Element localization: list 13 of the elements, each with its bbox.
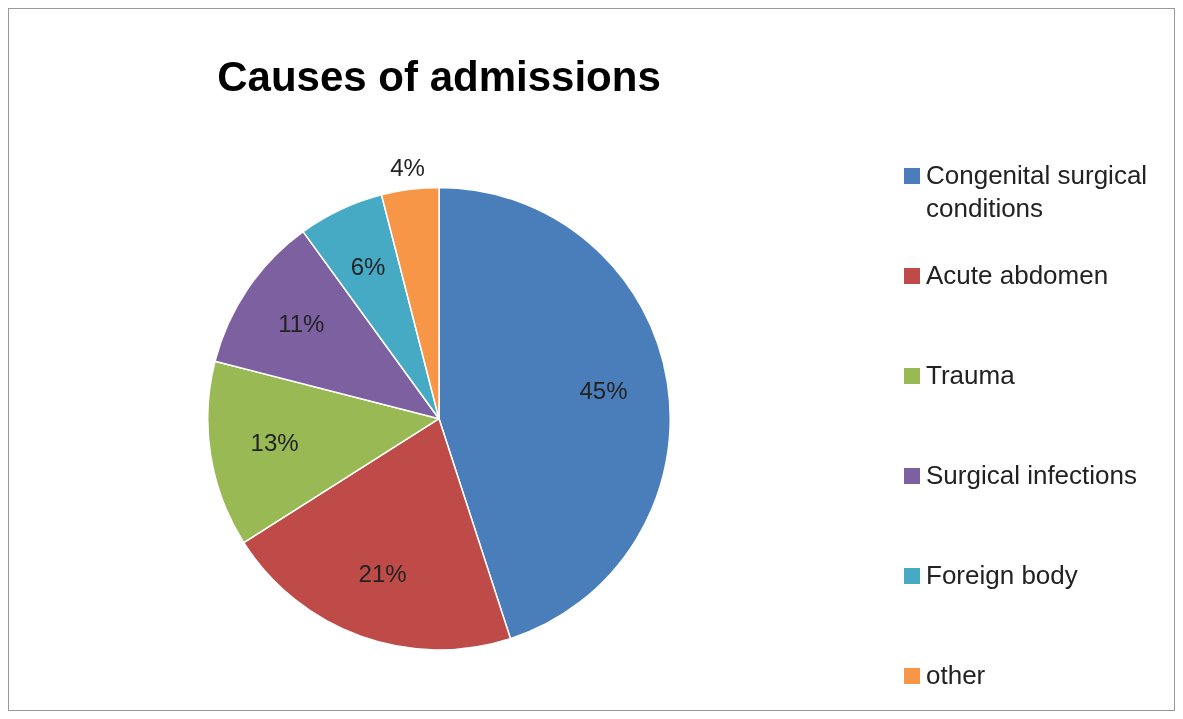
data-label: 13% bbox=[250, 429, 299, 457]
legend-label: Congenital surgical conditions bbox=[926, 159, 1149, 225]
data-label: 21% bbox=[358, 559, 407, 587]
legend-label: other bbox=[926, 659, 987, 692]
legend-label: Foreign body bbox=[926, 559, 1079, 592]
data-label: 11% bbox=[278, 309, 325, 337]
chart-title: Causes of admissions bbox=[217, 52, 661, 100]
data-label: 45% bbox=[579, 377, 628, 405]
data-label: 6% bbox=[350, 252, 386, 280]
legend-label: Trauma bbox=[926, 359, 1016, 392]
data-label: 4% bbox=[390, 154, 425, 182]
legend-label: Acute abdomen bbox=[926, 259, 1110, 292]
legend-label: Surgical infections bbox=[926, 459, 1138, 492]
